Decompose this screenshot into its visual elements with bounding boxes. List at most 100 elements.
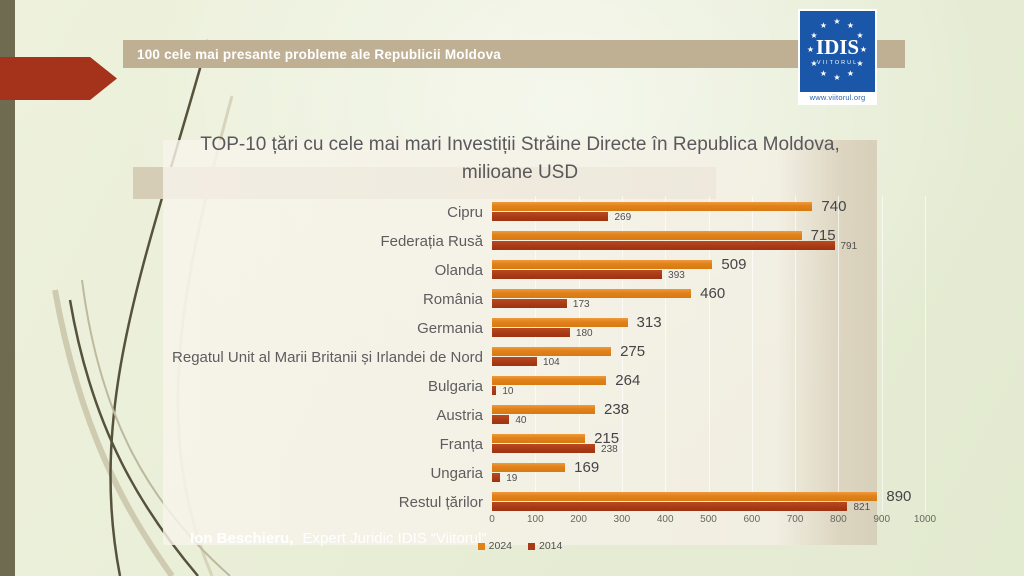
category-label: Olanda [434,262,483,279]
gridline [665,196,667,512]
legend-item-2014: 2014 [528,540,562,552]
bar-2014 [492,327,570,337]
value-label-2014: 821 [853,502,871,513]
legend-swatch-icon [477,542,485,550]
gridline [751,196,753,512]
category-label: Federația Rusă [380,233,483,250]
bar-2024 [492,434,586,443]
category-label: Restul țărilor [398,494,483,511]
bar-2014 [492,443,596,453]
value-label-2014: 19 [506,473,518,484]
svg-text:★: ★ [807,45,814,54]
header-title: 100 cele mai presante probleme ale Repub… [137,46,501,62]
gridline [621,196,623,512]
svg-text:★: ★ [847,21,854,30]
legend-label: 2024 [488,540,512,552]
value-label-2024: 275 [620,343,646,360]
chart-legend: 2024 2014 [163,540,877,552]
value-label-2024: 264 [615,372,641,389]
svg-text:★: ★ [856,31,863,40]
bar-2014 [492,269,663,279]
bar-2024 [492,376,607,385]
svg-text:★: ★ [810,59,817,68]
bar-2024 [492,347,612,356]
value-label-2014: 393 [668,270,685,281]
value-label-2014: 269 [614,212,632,223]
value-label-2024: 169 [574,459,600,476]
arrow-accent-shape [0,57,117,100]
x-axis-tick-label: 700 [786,514,804,525]
bar-2024 [492,318,628,327]
value-label-2024: 215 [594,430,620,447]
x-axis-tick-label: 1000 [913,514,937,525]
svg-text:★: ★ [833,73,840,82]
x-axis-tick-label: 600 [743,514,761,525]
value-label-2014: 791 [840,241,858,252]
bar-2014 [492,472,501,482]
idis-viitorul-logo: ★ ★ ★ ★ ★ ★ ★ ★ ★ ★ ★ ★ IDIS VIITORUL www.viitor… [798,9,877,105]
category-label: Franța [439,436,483,453]
chart-title: TOP-10 țări cu cele mai mari Investiții … [200,134,840,183]
svg-text:★: ★ [820,21,827,30]
bar-2014 [492,298,567,308]
bar-2014 [492,211,609,221]
category-label: Bulgaria [427,378,483,395]
x-axis-tick-label: 800 [830,514,847,525]
svg-text:★: ★ [847,69,854,78]
footer-credit: Ion Beschieru, Expert Juridic IDIS “Viit… [190,530,486,547]
bar-2024 [492,231,802,240]
x-axis-tick-label: 0 [489,514,495,525]
category-label: Austria [436,407,483,424]
svg-text:★: ★ [833,17,840,26]
value-label-2024: 509 [721,256,747,273]
value-label-2024: 890 [886,488,912,505]
value-label-2014: 180 [575,328,593,339]
bar-2014 [492,501,848,511]
value-label-2024: 715 [810,227,836,244]
footer-role: Expert Juridic IDIS “Viitorul” [302,530,487,547]
gridline [881,196,883,512]
bar-2024 [492,463,566,472]
svg-text:★: ★ [856,59,863,68]
category-label: Ungaria [430,465,483,482]
bar-2014 [492,356,538,366]
value-label-2014: 238 [601,444,618,455]
category-label: Cipru [447,204,483,221]
gridline [708,196,710,512]
value-label-2024: 313 [636,314,662,331]
gridline [838,196,840,512]
bar-2024 [492,405,596,414]
logo-url: www.viitorul.org [809,93,866,102]
value-label-2014: 104 [543,357,560,368]
svg-text:★: ★ [820,69,827,78]
value-label-2014: 10 [502,386,514,397]
x-axis-tick-label: 100 [526,514,544,525]
logo-stars-icon: ★ ★★ ★★★ ★★★ ★★★ IDIS VIITORUL [807,17,867,82]
category-label: Germania [417,320,483,337]
bar-2024 [492,289,692,298]
x-axis-tick-label: 400 [656,514,674,525]
bar-2024 [492,202,813,211]
legend-swatch-icon [528,542,535,550]
legend-label: 2014 [539,540,563,552]
legend-item-2024: 2024 [477,540,512,552]
gridline [925,196,926,512]
value-label-2014: 40 [515,415,527,426]
x-axis-tick-label: 200 [570,514,587,525]
value-label-2024: 460 [700,285,726,302]
bar-2014 [492,414,510,424]
logo-org-text: IDIS [816,35,859,59]
category-label: România [422,291,483,308]
x-axis-tick-label: 500 [700,514,717,525]
svg-text:★: ★ [860,45,867,54]
category-label: Regatul Unit al Marii Britanii și Irland… [172,349,483,366]
x-axis-tick-label: 300 [613,514,631,525]
logo-blue-box: ★ ★ ★ ★ ★ ★ ★ ★ ★ ★ ★ ★ IDIS VIITORUL [800,11,875,92]
footer-author: Ion Beschieru, [190,530,294,547]
bar-2024 [492,492,878,501]
left-edge-stripe [0,0,15,576]
value-label-2024: 238 [604,401,630,418]
bar-2024 [492,260,713,269]
